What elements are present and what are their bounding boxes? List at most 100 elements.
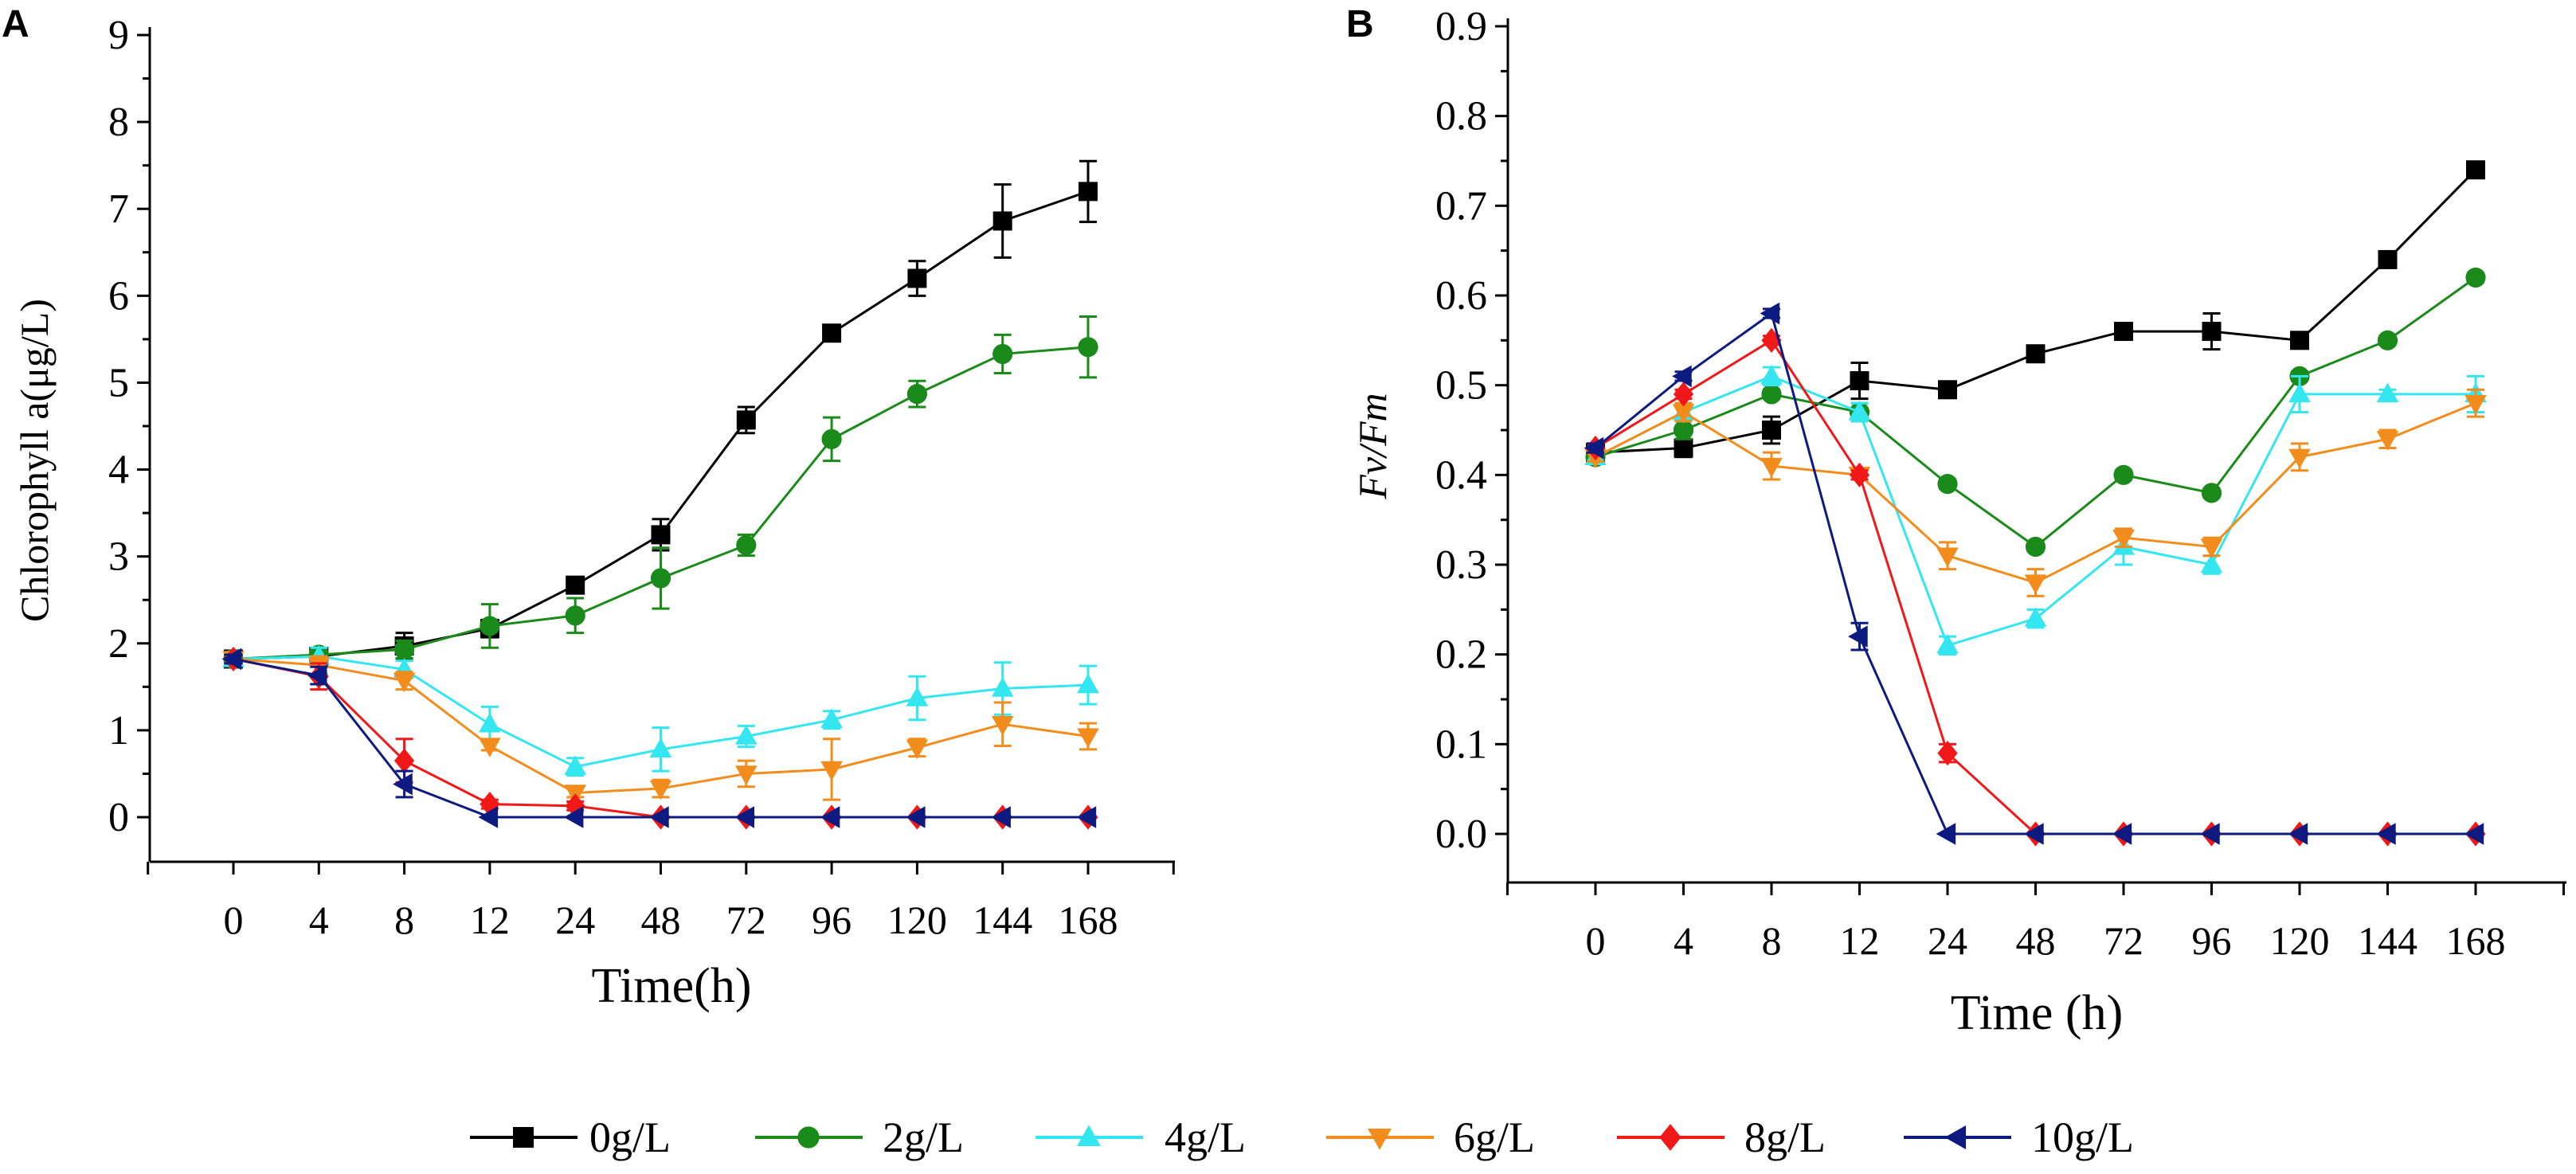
y-tick-label-b: 0.9	[1435, 4, 1487, 49]
legend-label-10g: 10g/L	[2031, 1113, 2134, 1161]
data-point-a	[649, 738, 672, 758]
x-tick-label-b: 72	[2104, 918, 2143, 963]
data-point-b	[2114, 322, 2133, 342]
series-line-b	[1595, 169, 2477, 454]
x-tick-label-a: 96	[812, 898, 851, 942]
legend: 0g/L 2g/L 4g/L 6g/L 8g/L 10g/L	[470, 1113, 2134, 1161]
x-axis-label-b: Time (h)	[1951, 986, 2123, 1040]
data-point-b	[2288, 382, 2311, 403]
legend-label-6g: 6g/L	[1454, 1113, 1535, 1161]
data-point-b	[1937, 741, 1958, 766]
data-point-a	[906, 384, 927, 405]
data-point-b	[1848, 401, 1871, 421]
series-line-b	[1595, 276, 2476, 549]
x-tick-label-b: 0	[1586, 918, 1606, 963]
legend-marker-shape	[1368, 1128, 1392, 1150]
data-point-b	[1760, 457, 1783, 478]
data-point-b	[2464, 823, 2484, 845]
x-tick-label-b: 168	[2446, 918, 2506, 963]
y-axis-label-a: Chlorophyll a(μg/L)	[12, 299, 57, 622]
data-point-a	[394, 639, 415, 660]
x-tick-label-b: 24	[1928, 918, 1967, 963]
x-tick-label-a: 168	[1059, 898, 1118, 942]
legend-marker-0g	[513, 1127, 534, 1148]
legend-label-4g: 4g/L	[1165, 1113, 1246, 1161]
y-tick-label-a: 8	[108, 100, 129, 145]
data-point-b	[2200, 538, 2223, 558]
y-tick-label-a: 4	[108, 448, 129, 493]
data-point-a	[651, 525, 671, 545]
data-point-b	[2200, 553, 2223, 573]
series-a-2gL	[223, 315, 1098, 670]
y-tick-label-a: 0	[108, 795, 129, 840]
y-tick-label-a: 3	[108, 534, 129, 580]
legend-marker-shape	[797, 1126, 820, 1149]
data-point-b	[2026, 344, 2046, 364]
y-tick-label-a: 2	[108, 621, 129, 667]
legend-marker-2g	[797, 1126, 820, 1149]
legend-label-0g: 0g/L	[589, 1113, 671, 1161]
x-tick-label-b: 48	[2016, 918, 2056, 963]
x-tick-label-a: 0	[224, 898, 244, 942]
data-point-b	[1849, 462, 1870, 487]
data-point-b	[2112, 530, 2135, 550]
data-point-b	[1936, 547, 1959, 568]
data-point-b	[2377, 330, 2398, 350]
data-point-b	[1673, 420, 1694, 440]
plot-area-b: 0.00.10.20.30.40.50.60.70.80.90 4 8 12 24 48 7…	[1435, 4, 2566, 963]
legend-item-8g: 8g/L	[1617, 1113, 1826, 1161]
chart-panel-b: B 0.00.10.20.30.40.50.60.70.80.90 4 8 12 24 4…	[1346, 3, 2566, 1040]
data-point-a	[478, 806, 499, 828]
data-point-a	[906, 739, 929, 760]
data-point-a	[736, 534, 757, 556]
data-point-a	[736, 410, 756, 430]
y-tick-label-b: 0.5	[1435, 363, 1487, 409]
legend-item-10g: 10g/L	[1904, 1113, 2134, 1161]
data-point-b	[1937, 474, 1958, 495]
data-point-b	[2290, 331, 2309, 350]
legend-marker-shape	[513, 1127, 534, 1148]
data-point-a	[394, 748, 415, 773]
data-point-a	[992, 343, 1013, 365]
data-point-b	[1672, 365, 1692, 388]
legend-marker-shape	[1077, 1125, 1101, 1147]
x-tick-label-a: 24	[555, 898, 595, 942]
data-point-b	[1761, 384, 1782, 405]
data-point-b	[2464, 395, 2487, 415]
legend-marker-shape	[1944, 1125, 1967, 1149]
series-b-2gL	[1585, 267, 2486, 558]
data-point-b	[2025, 536, 2046, 558]
data-point-b	[1936, 823, 1956, 845]
x-axis-label-a: Time(h)	[592, 959, 752, 1013]
series-line-a	[233, 657, 1089, 794]
data-point-b	[1584, 436, 1604, 460]
series-line-a	[233, 346, 1089, 660]
x-tick-label-a: 120	[887, 898, 947, 942]
y-tick-label-a: 9	[108, 13, 129, 58]
y-tick-label-b: 0.6	[1435, 273, 1487, 319]
data-point-b	[1760, 365, 1783, 385]
data-point-a	[1077, 728, 1099, 748]
y-tick-label-b: 0.7	[1435, 183, 1487, 229]
x-tick-label-b: 96	[2192, 918, 2232, 963]
x-tick-label-a: 144	[973, 898, 1032, 942]
data-point-b	[1848, 625, 1868, 648]
data-point-b	[1673, 382, 1694, 407]
data-point-a	[480, 616, 500, 636]
data-point-b	[2112, 823, 2132, 845]
data-point-a	[479, 712, 501, 733]
data-point-b	[2466, 160, 2485, 180]
data-point-a	[393, 773, 413, 796]
y-tick-label-a: 1	[108, 708, 129, 753]
series-a-6gL	[222, 651, 1099, 804]
data-point-b	[1760, 302, 1780, 325]
data-point-b	[2201, 483, 2222, 503]
panel-letter-a: A	[2, 3, 29, 45]
data-point-a	[649, 806, 669, 828]
data-point-a	[479, 738, 501, 757]
series-b-6gL	[1584, 388, 2487, 597]
x-tick-label-a: 4	[309, 898, 329, 942]
data-point-a	[1077, 673, 1099, 694]
